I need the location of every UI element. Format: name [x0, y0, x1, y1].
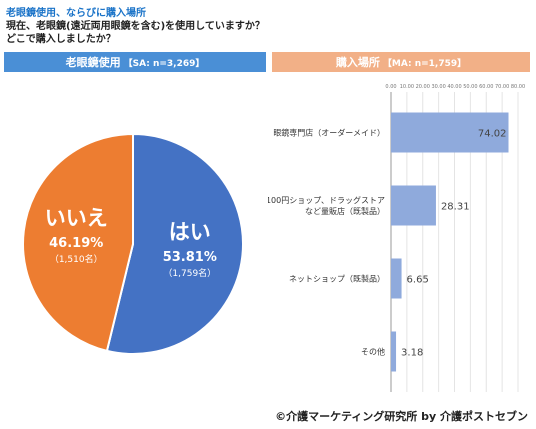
- category-label-2-0: ネットショップ（既製品）: [289, 274, 385, 284]
- bar-panel-header: 購入場所 【MA: n=1,759】: [272, 52, 530, 72]
- x-tick-label-8: 80.00: [511, 84, 525, 90]
- bar-value-label-1: 28.31: [441, 202, 470, 213]
- x-tick-label-2: 20.00: [416, 84, 430, 90]
- bar-panel-title: 購入場所: [335, 56, 380, 69]
- bar-1: [391, 185, 436, 226]
- category-label-1-1: など量販店（既製品）: [305, 206, 385, 216]
- pie-panel-sample-size: 【SA: n=3,269】: [123, 58, 205, 69]
- bar-value-label-3: 3.18: [401, 348, 423, 359]
- category-label-0-0: 眼鏡専門店（オーダーメイド）: [273, 128, 385, 138]
- x-tick-label-1: 10.00: [400, 84, 414, 90]
- pie-slice-label-1: いいえ: [45, 206, 108, 230]
- pie-panel-title: 老眼鏡使用: [65, 56, 121, 69]
- bar-0: [391, 112, 509, 153]
- x-tick-label-6: 60.00: [479, 84, 493, 90]
- question-text-line2: 現在、老眼鏡(遠近両用眼鏡を含む)を使用していますか？: [6, 21, 265, 32]
- pie-slice-percent-0: 53.81%: [163, 250, 217, 265]
- x-tick-label-0: 0.00: [385, 84, 396, 90]
- category-label-3-0: その他: [361, 347, 385, 357]
- chart-title-line1: 老眼鏡使用、ならびに購入場所: [6, 8, 146, 19]
- bar-chart: 0.00 10.00 20.00 30.00 40.00 50.00 60.00 70.00 8…: [268, 84, 525, 392]
- pie-panel-header: 老眼鏡使用 【SA: n=3,269】: [4, 52, 266, 72]
- bar-3: [391, 331, 397, 372]
- x-tick-label-7: 70.00: [495, 84, 509, 90]
- bar-panel-sample-size: 【MA: n=1,759】: [382, 58, 467, 69]
- x-tick-label-4: 40.00: [447, 84, 461, 90]
- category-label-1-0: 100円ショップ、ドラッグストア: [268, 195, 385, 205]
- question-text-line3: どこで購入しましたか？: [6, 34, 116, 45]
- pie-slice-1: [22, 132, 134, 353]
- pie-chart: はい 53.81% （1,759名） いいえ 46.19% （1,510名）: [22, 132, 244, 355]
- x-tick-label-5: 50.00: [463, 84, 477, 90]
- pie-slice-0: [105, 132, 244, 355]
- x-tick-label-3: 30.00: [431, 84, 445, 90]
- bar-2: [391, 258, 402, 299]
- copyright-notice: ©介護マーケティング研究所 by 介護ポストセブン: [275, 410, 528, 423]
- bar-value-label-2: 6.65: [407, 275, 429, 286]
- pie-slice-count-0: （1,759名）: [163, 267, 216, 279]
- bar-value-label-0: 74.02: [478, 129, 507, 140]
- pie-slice-count-1: （1,510名）: [50, 253, 103, 265]
- pie-slice-percent-1: 46.19%: [49, 236, 103, 251]
- pie-slice-label-0: はい: [169, 220, 211, 244]
